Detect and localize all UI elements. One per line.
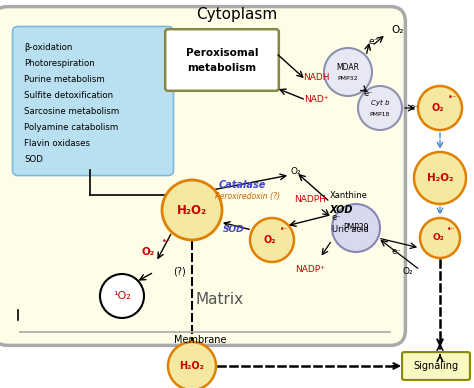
Text: e⁻: e⁻ bbox=[369, 38, 379, 47]
Text: •⁻: •⁻ bbox=[447, 225, 455, 234]
Text: metabolism: metabolism bbox=[187, 63, 256, 73]
Circle shape bbox=[100, 274, 144, 318]
Text: e⁻: e⁻ bbox=[363, 90, 373, 99]
FancyBboxPatch shape bbox=[12, 26, 173, 175]
Text: •⁻: •⁻ bbox=[280, 225, 288, 234]
Text: MDAR: MDAR bbox=[337, 62, 359, 71]
Text: O₂: O₂ bbox=[403, 267, 413, 277]
Text: (?): (?) bbox=[173, 267, 186, 277]
Text: O₂: O₂ bbox=[432, 103, 444, 113]
Text: O₂: O₂ bbox=[432, 234, 444, 242]
Text: β-oxidation: β-oxidation bbox=[24, 43, 73, 52]
Text: Cytoplasm: Cytoplasm bbox=[196, 7, 278, 21]
Text: Polyamine catabolism: Polyamine catabolism bbox=[24, 123, 118, 132]
Text: Membrane: Membrane bbox=[174, 335, 226, 345]
Text: •⁻: •⁻ bbox=[161, 237, 171, 246]
FancyBboxPatch shape bbox=[402, 352, 470, 380]
Text: Xanthine: Xanthine bbox=[330, 191, 368, 199]
Text: Catalase: Catalase bbox=[219, 180, 266, 190]
Circle shape bbox=[418, 86, 462, 130]
Text: O₂: O₂ bbox=[291, 168, 301, 177]
Circle shape bbox=[420, 218, 460, 258]
Text: Matrix: Matrix bbox=[196, 293, 244, 308]
Text: Cyt b: Cyt b bbox=[371, 100, 389, 106]
Text: Peroxisomal: Peroxisomal bbox=[186, 48, 258, 58]
Circle shape bbox=[162, 180, 222, 240]
FancyBboxPatch shape bbox=[0, 7, 405, 345]
Text: H₂O₂: H₂O₂ bbox=[177, 203, 207, 217]
Text: PMP32: PMP32 bbox=[337, 76, 358, 81]
Circle shape bbox=[332, 204, 380, 252]
Text: Sarcosine metabolism: Sarcosine metabolism bbox=[24, 107, 119, 116]
Text: e⁻: e⁻ bbox=[409, 104, 419, 113]
Text: SOD: SOD bbox=[24, 156, 43, 165]
Circle shape bbox=[168, 342, 216, 388]
Text: Flavin oxidases: Flavin oxidases bbox=[24, 140, 90, 149]
Text: O₂: O₂ bbox=[141, 247, 155, 257]
Circle shape bbox=[250, 218, 294, 262]
Text: e⁻: e⁻ bbox=[331, 213, 341, 222]
Text: Photorespiration: Photorespiration bbox=[24, 59, 95, 69]
Text: O₂: O₂ bbox=[264, 235, 276, 245]
Text: H₂O₂: H₂O₂ bbox=[427, 173, 453, 183]
Circle shape bbox=[324, 48, 372, 96]
Text: NADPH: NADPH bbox=[294, 196, 326, 204]
Text: •⁻: •⁻ bbox=[447, 94, 456, 102]
Text: XOD: XOD bbox=[330, 205, 354, 215]
Text: NAD⁺: NAD⁺ bbox=[304, 95, 328, 104]
Text: SOD: SOD bbox=[223, 225, 245, 234]
Circle shape bbox=[358, 86, 402, 130]
Text: Purine metabolism: Purine metabolism bbox=[24, 76, 105, 85]
Text: ¹O₂: ¹O₂ bbox=[113, 291, 131, 301]
FancyBboxPatch shape bbox=[165, 29, 279, 91]
Text: Signaling: Signaling bbox=[413, 361, 458, 371]
Text: H₂O₂: H₂O₂ bbox=[180, 361, 204, 371]
Text: Peroxiredoxin (?): Peroxiredoxin (?) bbox=[216, 192, 281, 201]
Text: O₂: O₂ bbox=[392, 25, 404, 35]
Text: NADH: NADH bbox=[303, 73, 329, 83]
Text: NADP⁺: NADP⁺ bbox=[295, 265, 325, 274]
Text: Uric acid: Uric acid bbox=[332, 225, 369, 234]
Text: PMP29: PMP29 bbox=[343, 223, 369, 232]
Circle shape bbox=[414, 152, 466, 204]
Text: PMP18: PMP18 bbox=[370, 113, 390, 118]
Text: e⁻: e⁻ bbox=[391, 248, 401, 256]
Text: Sulfite detoxification: Sulfite detoxification bbox=[24, 92, 113, 100]
